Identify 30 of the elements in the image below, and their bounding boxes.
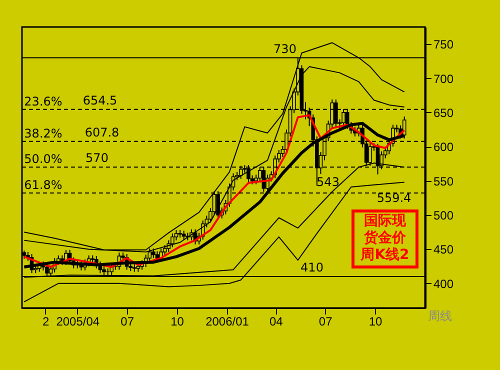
ref-line-label: 730	[274, 42, 296, 56]
y-tick-label: 650	[434, 106, 454, 120]
y-tick-label: 400	[434, 276, 454, 291]
text: 周线	[428, 309, 452, 323]
y-tick-label: 750	[434, 38, 454, 52]
ref-line-label: 607.8	[84, 125, 120, 140]
ref-line-label: 410	[300, 260, 324, 275]
annotation: 38.2%	[24, 126, 62, 140]
ref-line-label: 654.5	[82, 93, 118, 108]
text: 国际现货金价周K线2	[360, 213, 410, 263]
annotation: 559.4	[376, 191, 412, 205]
x-tick-label: 10	[170, 314, 184, 328]
y-tick-label: 700	[434, 72, 454, 86]
x-tick-label: 2005/04	[56, 314, 100, 328]
x-tick-label: 07	[120, 314, 134, 328]
y-tick-label: 450	[434, 242, 454, 257]
y-tick-label: 500	[434, 208, 454, 223]
x-tick-label: 04	[269, 314, 284, 328]
annotation: 23.6%	[24, 94, 62, 108]
x-tick-label: 10	[368, 314, 383, 328]
annotation: 61.8%	[24, 178, 62, 192]
annotation: 50.0%	[24, 152, 62, 166]
candlestick	[170, 232, 174, 248]
x-tick-label: 07	[318, 314, 333, 328]
y-tick-label: 600	[434, 140, 454, 154]
y-tick-label: 550	[434, 174, 454, 188]
annotation: 543	[316, 175, 340, 189]
x-tick-label: 2	[42, 314, 50, 328]
ref-line-label: 570	[86, 151, 108, 166]
x-tick-label: 2006/01	[206, 314, 250, 328]
